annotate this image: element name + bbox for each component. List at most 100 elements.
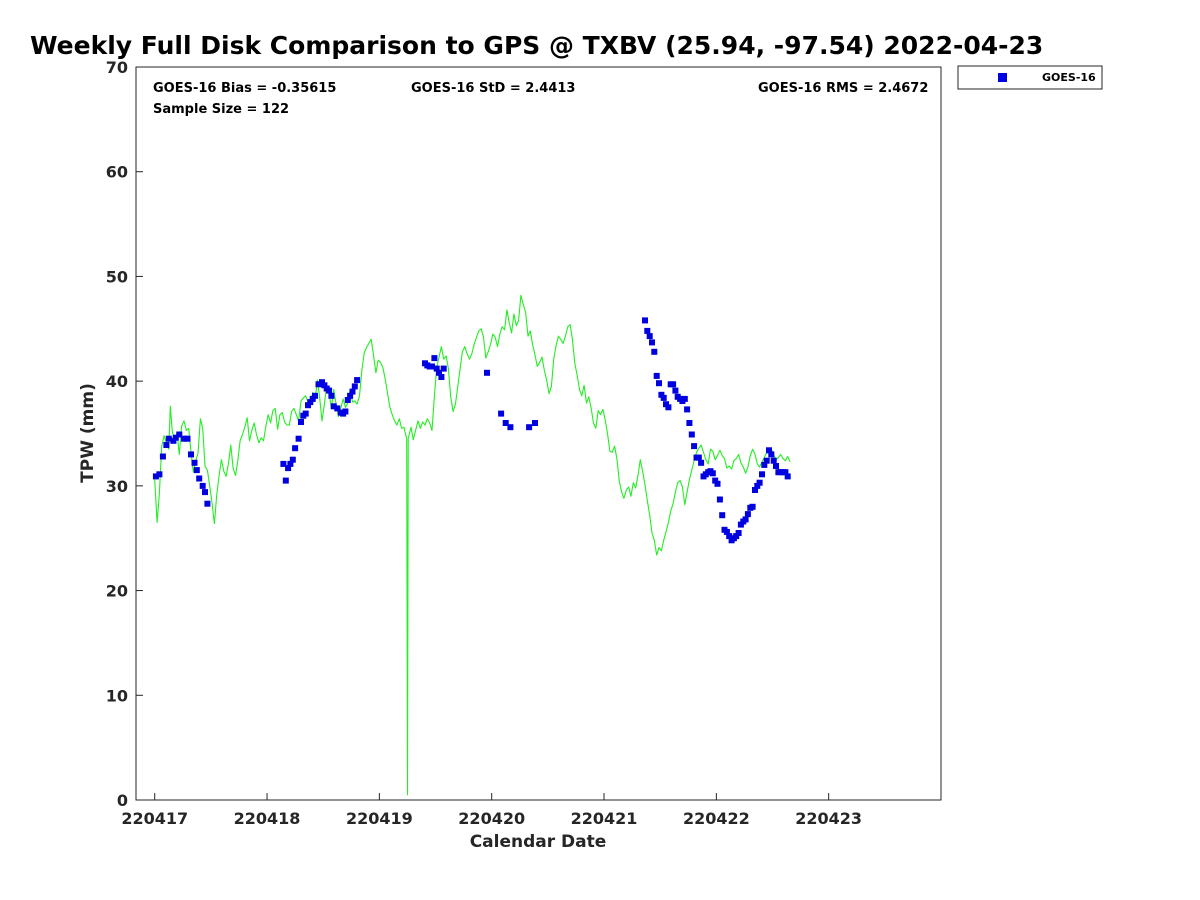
goes16-point [749, 503, 756, 510]
goes16-point [159, 453, 166, 460]
goes16-point [429, 363, 435, 370]
goes16-point [712, 477, 719, 484]
goes16-point [656, 380, 662, 387]
goes16-point [156, 471, 163, 478]
goes16-point [770, 457, 777, 464]
goes16-point [763, 457, 770, 464]
goes16-point [344, 397, 351, 403]
goes16-point [191, 459, 198, 466]
goes16-point [658, 391, 665, 398]
goes16-point [723, 528, 730, 535]
goes16-point [761, 461, 768, 468]
goes16-point [188, 451, 194, 458]
x-axis-label: Calendar Date [470, 832, 607, 852]
gps-tpw-line [154, 294, 791, 796]
goes16-point [672, 387, 679, 394]
goes16-point [526, 424, 533, 431]
goes16-point [292, 445, 299, 452]
goes16-point [642, 317, 648, 324]
goes16-point [305, 402, 311, 409]
chart-title: Weekly Full Disk Comparison to GPS @ TXB… [30, 31, 1043, 60]
goes16-point [782, 469, 789, 476]
goes16-point [752, 487, 758, 493]
goes16-point [319, 379, 325, 386]
goes16-point [289, 456, 296, 463]
goes16-point [754, 482, 761, 489]
y-tick-label: 0 [117, 791, 128, 810]
goes16-point [330, 403, 337, 410]
goes16-point [165, 435, 172, 442]
goes16-point [773, 463, 779, 469]
goes16-point [663, 401, 669, 408]
goes16-point [152, 473, 159, 480]
goes16-point [172, 434, 179, 441]
goes16-point [184, 435, 191, 442]
x-tick-label: 220421 [571, 809, 638, 828]
goes16-point [438, 374, 445, 380]
goes16-point [202, 489, 208, 496]
x-axis: 220417 220418 220419 220420 220421 220422 2204… [121, 793, 862, 828]
goes16-point [295, 435, 302, 442]
goes16-point [315, 381, 322, 388]
goes16-point [287, 460, 294, 467]
y-tick-label: 10 [106, 686, 128, 705]
goes16-point [163, 442, 170, 448]
goes16-point [282, 477, 289, 484]
goes16-point [280, 460, 287, 467]
goes16-point [709, 470, 716, 477]
goes16-point [665, 404, 672, 411]
goes16-point [436, 369, 442, 376]
goes16-point [307, 399, 314, 406]
goes16-point [714, 480, 721, 487]
goes16-point [532, 420, 538, 426]
goes16-point [199, 482, 206, 489]
goes16-point [181, 435, 187, 442]
goes16-point [484, 369, 490, 376]
goes16-point [759, 471, 765, 478]
stat-sample-size: Sample Size = 122 [153, 102, 289, 117]
goes16-point [646, 333, 653, 340]
goes16-point [735, 530, 742, 536]
goes16-point [170, 437, 177, 444]
goes16-point [681, 395, 688, 402]
legend-box [957, 65, 1103, 90]
goes16-point [354, 377, 361, 384]
goes16-point [431, 355, 438, 362]
goes16-point [176, 431, 183, 438]
goes16-point [784, 473, 791, 480]
goes16-point [756, 479, 763, 486]
y-axis-label: TPW (mm) [78, 383, 98, 483]
legend: GOES-16 [957, 65, 1103, 90]
goes16-point [684, 406, 691, 413]
goes16-point [321, 382, 328, 389]
x-tick-label: 220417 [121, 809, 188, 828]
series-layer [152, 294, 791, 796]
goes16-point [433, 365, 440, 372]
goes16-point [742, 516, 749, 523]
y-tick-label: 30 [106, 477, 128, 496]
plot-frame [135, 66, 942, 801]
goes16-point [726, 533, 733, 540]
goes16-point [716, 496, 723, 503]
goes16-point [351, 383, 358, 390]
goes16-point [193, 467, 200, 474]
goes16-point [768, 451, 775, 458]
goes16-point [328, 392, 335, 399]
goes16-point [660, 394, 667, 401]
y-tick-label: 50 [106, 267, 128, 286]
y-tick-label: 40 [106, 372, 128, 391]
goes16-point [695, 454, 702, 461]
goes16-point [312, 392, 318, 399]
goes16-point [733, 533, 740, 540]
goes16-point [342, 408, 349, 415]
goes16-point [326, 387, 333, 394]
x-tick-label: 220423 [795, 809, 862, 828]
goes16-point [298, 419, 304, 425]
goes16-point [719, 512, 726, 519]
goes16-point [196, 475, 203, 482]
goes16-point [653, 372, 660, 379]
goes16-point [498, 410, 505, 417]
x-tick-label: 220420 [458, 809, 525, 828]
legend-marker-goes16 [998, 73, 1007, 82]
